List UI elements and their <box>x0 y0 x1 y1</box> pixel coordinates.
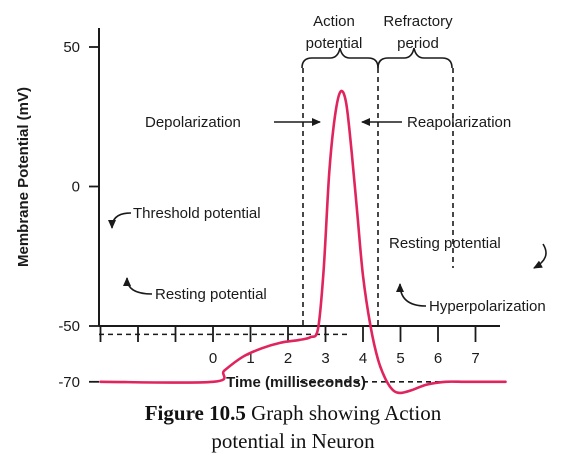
threshold-label: Threshold potential <box>133 205 261 222</box>
resting-potential-right-label: Resting potential <box>389 235 501 252</box>
x-tick-label: 1 <box>246 350 254 367</box>
membrane-potential-line <box>99 89 507 395</box>
hyperpolarization-label: Hyperpolarization <box>429 298 546 315</box>
x-tick-label: 7 <box>471 350 479 367</box>
repolarization-label: Reapolarization <box>407 114 511 131</box>
action-potential-brace <box>301 47 379 69</box>
refractory-brace <box>377 47 453 69</box>
depolarization-label: Depolarization <box>145 114 241 131</box>
threshold-arrow <box>108 212 132 229</box>
resting-left-arrow <box>123 277 153 295</box>
hyperpolarization-arrow <box>396 283 427 307</box>
x-axis-title: Time (milliseconds) <box>226 374 366 391</box>
caption-line-1: Graph showing Action <box>251 401 442 425</box>
figure-caption-line-2: potential in Neuron <box>0 427 586 455</box>
x-tick-label: 5 <box>396 350 404 367</box>
y-tick-label: 0 <box>72 179 80 196</box>
resting-potential-left-label: Resting potential <box>155 286 267 303</box>
figure-label: Figure 10.5 <box>144 401 246 425</box>
y-tick-label: -70 <box>58 374 80 391</box>
y-tick-label: 50 <box>63 39 80 56</box>
refractory-label-1: Refractory <box>383 13 453 30</box>
figure-caption: Figure 10.5 Graph showing Action <box>0 399 586 427</box>
x-tick-label: 0 <box>209 350 217 367</box>
y-axis-title: Membrane Potential (mV) <box>15 87 32 267</box>
y-tick-label: -50 <box>58 318 80 335</box>
x-tick-label: 2 <box>284 350 292 367</box>
x-tick-label: 6 <box>434 350 442 367</box>
x-tick-label: 4 <box>359 350 367 367</box>
action-potential-label-2: potential <box>306 35 363 52</box>
action-potential-label-1: Action <box>313 13 355 30</box>
caption-line-2: potential in Neuron <box>211 429 375 453</box>
x-tick-label: 3 <box>321 350 329 367</box>
resting-right-arrow <box>533 243 547 269</box>
refractory-label-2: period <box>397 35 439 52</box>
